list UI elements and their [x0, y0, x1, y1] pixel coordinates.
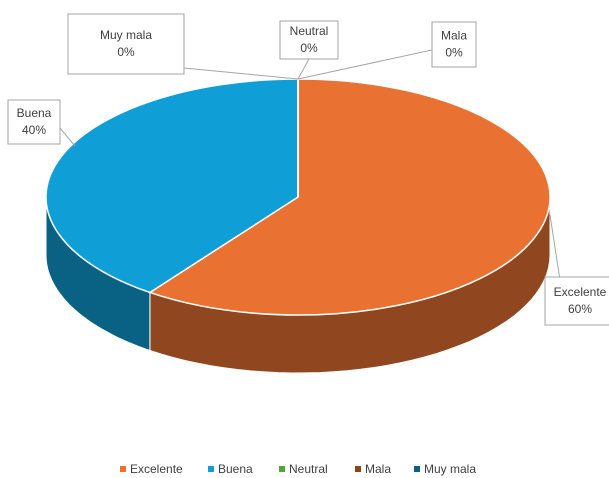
- label-box: [67, 13, 185, 75]
- slice: [45, 78, 299, 294]
- legend-marker: [355, 466, 361, 472]
- data-label-category: Mala: [441, 29, 467, 43]
- data-label-value: 0%: [445, 46, 463, 60]
- leader-line: [297, 49, 433, 80]
- legend-marker: [208, 466, 214, 472]
- legend-label: Muy mala: [424, 462, 476, 476]
- label-box: [7, 99, 61, 145]
- legend-label: Mala: [365, 462, 391, 476]
- data-label-value: 0%: [117, 45, 135, 59]
- data-label-value: 40%: [22, 123, 46, 137]
- data-label-category: Excelente: [554, 285, 607, 299]
- legend-marker: [414, 466, 420, 472]
- leader-line: [297, 58, 310, 80]
- slice: [148, 78, 551, 316]
- data-label-value: 60%: [568, 302, 592, 316]
- label-box: [279, 20, 339, 60]
- leader-line: [549, 214, 561, 281]
- data-label-category: Neutral: [290, 24, 329, 38]
- leader-line: [183, 67, 299, 80]
- legend-label: Buena: [218, 462, 253, 476]
- data-label-category: Muy mala: [100, 28, 152, 42]
- legend-marker: [279, 466, 285, 472]
- label-box: [544, 276, 609, 326]
- data-label-value: 0%: [300, 41, 318, 55]
- leader-line: [59, 127, 76, 147]
- legend-label: Excelente: [130, 462, 183, 476]
- legend-marker: [120, 466, 126, 472]
- legend-label: Neutral: [289, 462, 328, 476]
- data-label-category: Buena: [17, 106, 52, 120]
- label-box: [431, 21, 477, 68]
